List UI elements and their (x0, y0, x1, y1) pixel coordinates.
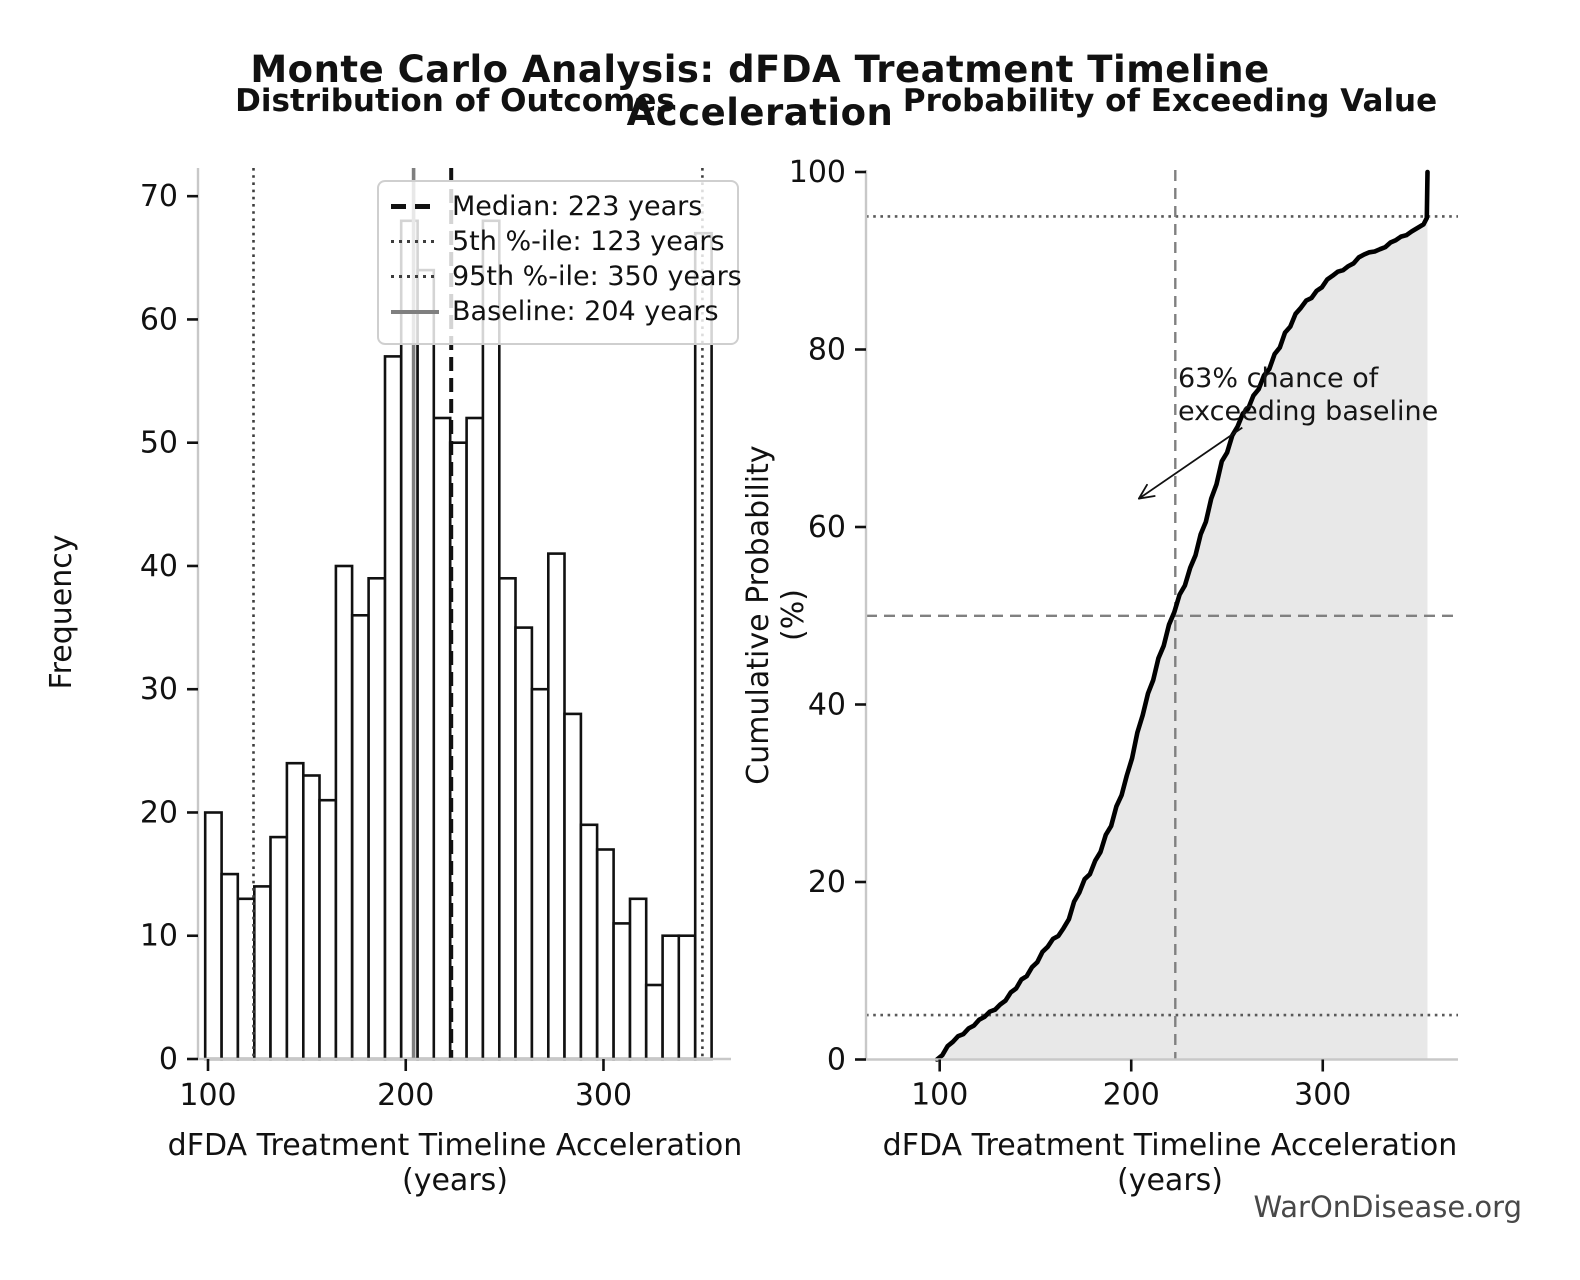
legend-line-sample-icon (391, 204, 439, 209)
right-y-axis-label: Cumulative Probability (%) (741, 445, 811, 785)
left-chart-title: Distribution of Outcomes (235, 83, 675, 119)
x-tick-label: 100 (179, 1078, 236, 1113)
y-tick-label: 0 (159, 1042, 178, 1077)
watermark-text: WarOnDisease.org (1253, 1190, 1522, 1224)
histogram-bar (612, 922, 632, 1061)
legend-line-sample-icon (391, 309, 439, 314)
y-tick-label: 70 (140, 179, 178, 214)
histogram-bar (644, 983, 664, 1061)
histogram-bar (236, 897, 256, 1061)
histogram-bar (350, 613, 370, 1061)
histogram-bar (367, 576, 387, 1061)
histogram-bar (481, 219, 501, 1061)
y-tick-label: 30 (140, 672, 178, 707)
histogram-bar (497, 576, 517, 1061)
histogram-bar (563, 712, 583, 1061)
histogram-bar (546, 552, 566, 1061)
left-y-axis-label: Frequency (44, 534, 79, 690)
legend-box: Median: 223 years 5th %-ile: 123 years 95t… (377, 180, 742, 345)
legend-line-sample-icon (391, 240, 439, 243)
histogram-bar (465, 416, 485, 1061)
right-plot: 0 20 40 60 80 100 100 200 300 (789, 155, 1458, 1113)
histogram-bar (677, 934, 697, 1061)
histogram-bar (253, 885, 272, 1061)
annotation-arrow-head-icon (1138, 495, 1156, 500)
y-tick-label: 20 (140, 795, 178, 830)
histogram-bar (220, 872, 240, 1061)
annotation-arrow-shaft (1138, 426, 1243, 500)
histogram-bar (203, 811, 223, 1061)
histogram-bar (579, 823, 599, 1061)
legend-item-label: Baseline: 204 years (452, 296, 719, 327)
histogram-bar (269, 835, 289, 1061)
y-tick-label: 40 (140, 549, 178, 584)
legend-item-label: Median: 223 years (452, 191, 703, 222)
x-tick-label: 300 (1294, 1078, 1351, 1113)
cdf-curve (934, 169, 1430, 1062)
histogram-bar (334, 564, 354, 1061)
x-tick-label: 100 (911, 1078, 968, 1113)
histogram-bar (432, 416, 452, 1061)
histogram-bar (318, 798, 338, 1061)
x-tick-label: 300 (575, 1078, 632, 1113)
legend-row: Median: 223 years (391, 189, 737, 224)
y-tick-label: 100 (789, 155, 846, 190)
legend-line-sample-icon (391, 275, 439, 278)
right-chart-title: Probability of Exceeding Value (902, 83, 1438, 119)
y-tick-label: 10 (140, 919, 178, 954)
x-tick-label: 200 (1103, 1078, 1160, 1113)
histogram-bar (595, 848, 615, 1061)
histogram-bar (530, 687, 550, 1061)
y-tick-label: 60 (140, 302, 178, 337)
histogram-bar (285, 761, 305, 1061)
y-tick-label: 50 (140, 426, 178, 461)
histogram-bars (203, 219, 713, 1061)
annotation-callout: 63% chance of exceeding baseline (1178, 362, 1438, 428)
legend-item-label: 5th %-ile: 123 years (452, 226, 725, 257)
annotation-line-1: 63% chance of (1178, 363, 1379, 394)
legend-row: Baseline: 204 years (391, 294, 737, 329)
right-x-axis-label: dFDA Treatment Timeline Acceleration (ye… (882, 1128, 1458, 1198)
histogram-bar (514, 626, 534, 1061)
main-title: Monte Carlo Analysis: dFDA Treatment Tim… (250, 48, 1270, 134)
legend-row: 5th %-ile: 123 years (391, 224, 737, 259)
left-x-axis-label: dFDA Treatment Timeline Acceleration (ye… (167, 1128, 743, 1198)
histogram-bar (416, 268, 436, 1061)
y-tick-label: 60 (808, 510, 846, 545)
legend-item-label: 95th %-ile: 350 years (452, 261, 742, 292)
y-tick-label: 0 (827, 1043, 846, 1078)
y-tick-label: 80 (808, 333, 846, 368)
y-tick-label: 20 (808, 865, 846, 900)
annotation-arrow-head-icon (1138, 483, 1148, 500)
histogram-bar (383, 355, 403, 1061)
histogram-bar (301, 774, 321, 1061)
y-tick-label: 40 (808, 688, 846, 723)
x-tick-label: 200 (377, 1078, 434, 1113)
legend-row: 95th %-ile: 350 years (391, 259, 742, 294)
annotation-line-2: exceeding baseline (1178, 396, 1439, 427)
histogram-bar (628, 897, 648, 1061)
histogram-bar (661, 934, 681, 1061)
